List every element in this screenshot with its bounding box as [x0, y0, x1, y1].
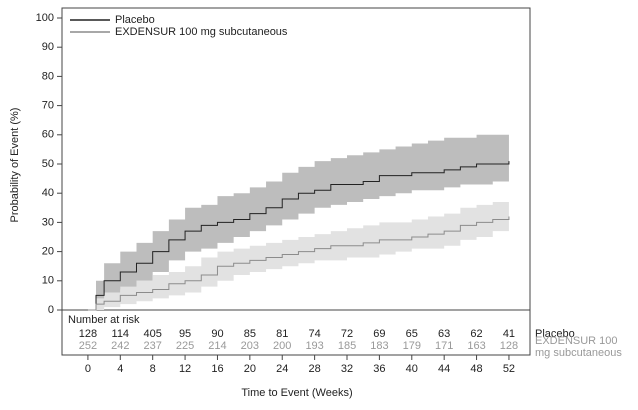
- y-tick-label: 10: [42, 275, 54, 287]
- x-tick-label: 16: [211, 363, 223, 375]
- risk-count: 193: [305, 340, 323, 352]
- confidence-band: [87, 134, 509, 310]
- y-tick-label: 50: [42, 158, 54, 170]
- y-tick-label: 0: [48, 304, 54, 316]
- x-tick-label: 20: [244, 363, 256, 375]
- x-tick-label: 32: [341, 363, 353, 375]
- x-tick-label: 44: [438, 363, 450, 375]
- risk-count: 214: [208, 340, 226, 352]
- x-tick-label: 52: [503, 363, 515, 375]
- legend-label: Placebo: [115, 14, 155, 26]
- x-tick-label: 8: [150, 363, 156, 375]
- risk-count: 81: [276, 328, 288, 340]
- x-tick-label: 24: [276, 363, 288, 375]
- y-tick-label: 40: [42, 187, 54, 199]
- risk-row-label: EXDENSUR 100 mg subcutaneous: [535, 335, 622, 359]
- risk-count: 95: [179, 328, 191, 340]
- risk-count: 242: [111, 340, 129, 352]
- risk-count: 62: [470, 328, 482, 340]
- x-tick-label: 36: [373, 363, 385, 375]
- risk-count: 63: [438, 328, 450, 340]
- y-axis-title: Probability of Event (%): [9, 108, 21, 223]
- risk-count: 74: [308, 328, 320, 340]
- x-tick-label: 28: [308, 363, 320, 375]
- risk-count: 41: [503, 328, 515, 340]
- x-tick-label: 48: [470, 363, 482, 375]
- x-tick-label: 40: [406, 363, 418, 375]
- legend-label: EXDENSUR 100 mg subcutaneous: [115, 26, 288, 38]
- km-line: [87, 161, 510, 311]
- risk-count: 203: [241, 340, 259, 352]
- y-tick-label: 30: [42, 216, 54, 228]
- y-tick-label: 80: [42, 70, 54, 82]
- x-axis-title: Time to Event (Weeks): [241, 387, 352, 399]
- risk-count: 171: [435, 340, 453, 352]
- risk-count: 65: [406, 328, 418, 340]
- risk-title: Number at risk: [68, 314, 140, 326]
- risk-count: 85: [244, 328, 256, 340]
- risk-count: 200: [273, 340, 291, 352]
- risk-count: 179: [403, 340, 421, 352]
- risk-count: 72: [341, 328, 353, 340]
- km-line: [87, 216, 510, 311]
- y-tick-label: 70: [42, 100, 54, 112]
- risk-count: 237: [144, 340, 162, 352]
- y-tick-label: 20: [42, 246, 54, 258]
- risk-count: 128: [79, 328, 97, 340]
- risk-count: 185: [338, 340, 356, 352]
- risk-count: 69: [373, 328, 385, 340]
- risk-count: 128: [500, 340, 518, 352]
- risk-count: 90: [211, 328, 223, 340]
- y-tick-label: 60: [42, 129, 54, 141]
- risk-count: 225: [176, 340, 194, 352]
- risk-count: 163: [467, 340, 485, 352]
- risk-count: 183: [370, 340, 388, 352]
- risk-count: 252: [79, 340, 97, 352]
- x-tick-label: 0: [85, 363, 91, 375]
- y-tick-label: 90: [42, 41, 54, 53]
- x-tick-label: 4: [117, 363, 123, 375]
- risk-row-label: Placebo: [535, 328, 575, 340]
- risk-count: 114: [112, 328, 130, 340]
- y-tick-label: 100: [36, 12, 54, 24]
- plot-frame: [61, 7, 531, 356]
- risk-count: 405: [144, 328, 162, 340]
- x-tick-label: 12: [179, 363, 191, 375]
